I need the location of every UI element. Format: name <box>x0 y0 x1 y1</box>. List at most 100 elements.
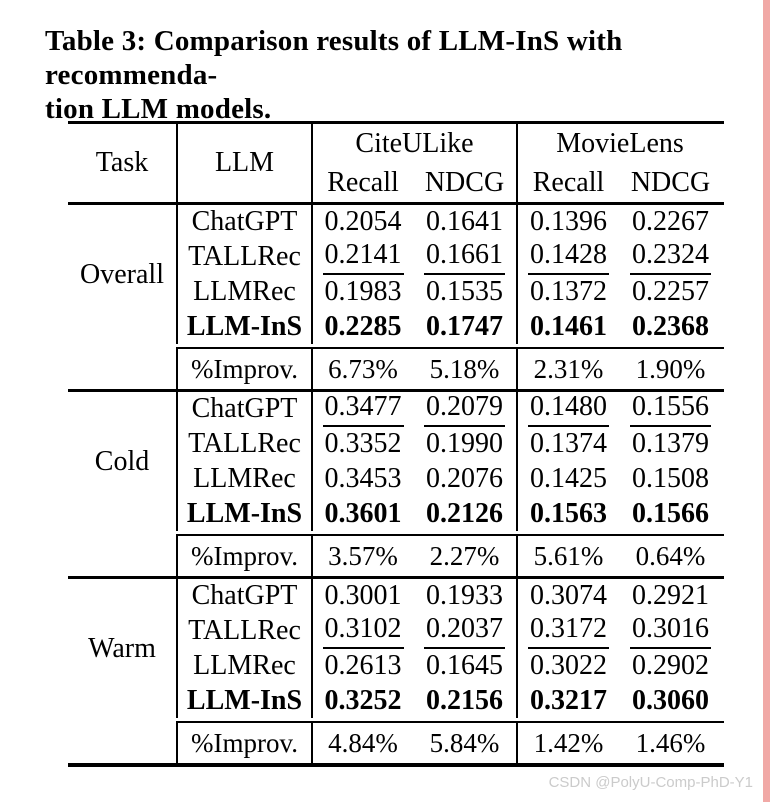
metric-value: 0.2054 <box>311 205 413 240</box>
metric-value: 0.3102 <box>311 613 413 650</box>
empty-cell <box>68 349 176 389</box>
underlined-value: 0.1661 <box>424 239 505 276</box>
improv-value: 5.84% <box>429 727 500 758</box>
underlined-value: 0.2079 <box>424 391 505 428</box>
empty-cell <box>68 723 176 763</box>
llm-name: ChatGPT <box>176 579 311 614</box>
metric-value: 0.1661 <box>413 239 516 276</box>
metric-value: 0.2126 <box>426 497 503 529</box>
section-rule <box>68 389 724 392</box>
section-rule <box>68 763 724 767</box>
metric-value: 0.2285 <box>311 309 413 344</box>
metric-value: 0.1461 <box>516 309 619 344</box>
metric-value: 0.3016 <box>619 613 722 650</box>
llm-name: LLM-InS <box>176 683 311 718</box>
metric-value: 0.2613 <box>311 648 413 684</box>
metric-value: 0.3601 <box>311 496 413 531</box>
improv-value: 0.64% <box>635 540 706 571</box>
metric-value: 0.2076 <box>426 462 503 494</box>
column-header-recall-movielens: Recall <box>516 163 619 202</box>
metric-value: 0.3252 <box>311 683 413 718</box>
improv-value: 2.31% <box>516 349 619 389</box>
metric-value: 0.3022 <box>516 648 619 684</box>
improv-label: %Improv. <box>176 349 311 389</box>
llm-name: LLM-InS <box>176 496 311 531</box>
metric-value: 0.3060 <box>632 684 709 716</box>
metric-value: 0.1990 <box>426 428 503 460</box>
improv-value: 4.84% <box>311 723 413 763</box>
metric-value: 0.1374 <box>516 426 619 462</box>
improv-value: 5.18% <box>429 353 500 384</box>
metric-value: 0.2267 <box>632 206 709 238</box>
metric-value: 0.2037 <box>413 613 516 650</box>
improv-row: %Improv. 3.57% 2.27% 5.61% 0.64% <box>68 536 724 576</box>
metric-value: 0.1428 <box>516 239 619 276</box>
header-rule <box>68 202 724 205</box>
column-header-llm: LLM <box>176 124 311 202</box>
llm-name: LLMRec <box>176 648 311 684</box>
metric-value: 0.3001 <box>311 579 413 614</box>
improv-label: %Improv. <box>176 723 311 763</box>
metric-value: 0.2368 <box>632 310 709 342</box>
metric-value: 0.1372 <box>516 274 619 310</box>
metric-value: 0.1933 <box>426 580 503 612</box>
underlined-value: 0.1480 <box>528 391 609 428</box>
partial-rule <box>176 534 724 536</box>
table-header: Task LLM CiteULike MovieLens Recall NDCG… <box>68 124 724 202</box>
column-header-ndcg-citeulike: NDCG <box>424 166 505 198</box>
metric-value: 0.1747 <box>426 310 503 342</box>
improv-value: 5.61% <box>516 536 619 576</box>
improv-value: 1.46% <box>635 727 706 758</box>
metric-value: 0.3453 <box>311 461 413 497</box>
underlined-value: 0.2324 <box>630 239 711 276</box>
column-header-task: Task <box>95 147 149 178</box>
metric-value: 0.1396 <box>516 205 619 240</box>
metric-value: 0.1535 <box>426 275 503 307</box>
llm-name: ChatGPT <box>176 392 311 427</box>
underlined-value: 0.3102 <box>322 613 404 650</box>
accent-strip <box>763 0 770 802</box>
metric-value: 0.2156 <box>426 684 503 716</box>
underlined-value: 0.1556 <box>630 391 711 428</box>
underlined-value: 0.3016 <box>630 613 711 650</box>
section-rows: Overall ChatGPT 0.2054 0.1641 0.1396 0.2267 TA… <box>68 205 724 344</box>
underlined-value: 0.2037 <box>424 613 505 650</box>
metric-value: 0.3217 <box>516 683 619 718</box>
metric-value: 0.2324 <box>619 239 722 276</box>
task-label: Overall <box>80 258 164 290</box>
metric-value: 0.2257 <box>632 275 709 307</box>
section-rows: Cold ChatGPT 0.3477 0.2079 0.1480 0.1556 TALLR… <box>68 391 724 531</box>
watermark-text: CSDN @PolyU-Comp-PhD-Y1 <box>548 774 753 791</box>
group-header-movielens: MovieLens <box>516 124 722 163</box>
improv-value: 2.27% <box>429 540 500 571</box>
metric-value: 0.2902 <box>632 649 709 681</box>
metric-value: 0.1983 <box>311 274 413 310</box>
llm-name: LLMRec <box>176 274 311 310</box>
metric-value: 0.3074 <box>516 579 619 614</box>
metric-value: 0.1566 <box>632 497 709 529</box>
improv-row: %Improv. 4.84% 5.84% 1.42% 1.46% <box>68 723 724 763</box>
section-rule <box>68 576 724 579</box>
partial-rule <box>176 721 724 723</box>
llm-name: LLM-InS <box>176 309 311 344</box>
improv-value: 3.57% <box>311 536 413 576</box>
improv-value: 1.90% <box>635 353 706 384</box>
llm-name: TALLRec <box>176 239 311 275</box>
metric-value: 0.1563 <box>516 496 619 531</box>
metric-value: 0.3477 <box>311 391 413 428</box>
empty-cell <box>68 536 176 576</box>
metric-value: 0.1425 <box>516 461 619 497</box>
metric-value: 0.3352 <box>311 426 413 462</box>
metric-value: 0.2141 <box>311 239 413 276</box>
improv-value: 6.73% <box>311 349 413 389</box>
llm-name: LLMRec <box>176 461 311 497</box>
section-rows: Warm ChatGPT 0.3001 0.1933 0.3074 0.2921 TALLR… <box>68 579 724 718</box>
caption-line-1: Table 3: Comparison results of LLM-InS w… <box>45 25 623 91</box>
task-label: Cold <box>94 445 150 477</box>
llm-name: ChatGPT <box>176 205 311 240</box>
improv-row: %Improv. 6.73% 5.18% 2.31% 1.90% <box>68 349 724 389</box>
column-header-recall-citeulike: Recall <box>311 163 413 202</box>
metric-value: 0.2079 <box>413 391 516 428</box>
improv-label: %Improv. <box>176 536 311 576</box>
